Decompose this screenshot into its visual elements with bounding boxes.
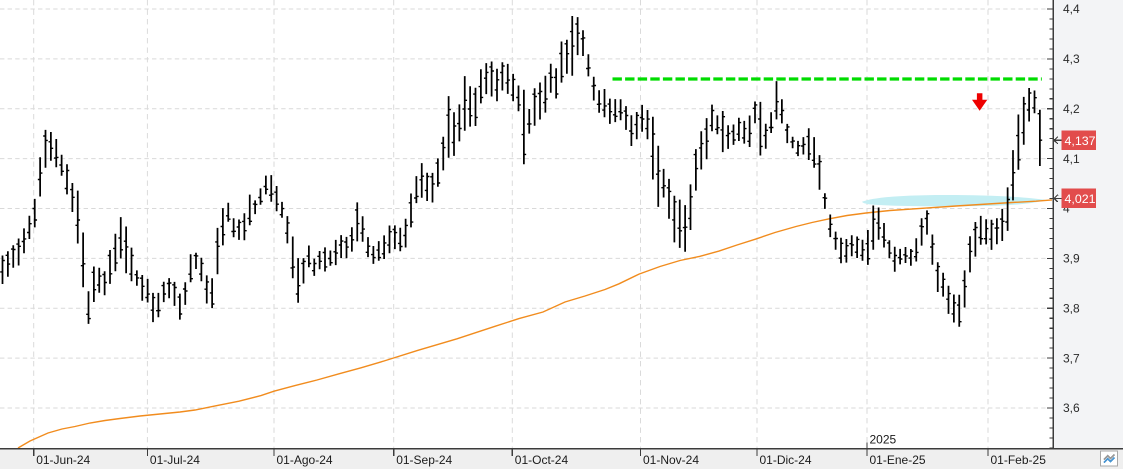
- svg-text:01-Dic-24: 01-Dic-24: [760, 453, 812, 467]
- svg-text:01-Sep-24: 01-Sep-24: [396, 453, 452, 467]
- svg-text:01-Nov-24: 01-Nov-24: [643, 453, 699, 467]
- svg-text:01-Ene-25: 01-Ene-25: [870, 453, 926, 467]
- svg-text:01-Ago-24: 01-Ago-24: [277, 453, 333, 467]
- svg-text:3,6: 3,6: [1063, 401, 1080, 415]
- svg-text:4,1: 4,1: [1063, 152, 1080, 166]
- svg-text:3,9: 3,9: [1063, 252, 1080, 266]
- svg-text:01-Jul-24: 01-Jul-24: [150, 453, 200, 467]
- svg-text:4,2: 4,2: [1063, 102, 1080, 116]
- svg-text:2025: 2025: [870, 433, 897, 447]
- svg-text:4,3: 4,3: [1063, 52, 1080, 66]
- svg-text:01-Feb-25: 01-Feb-25: [991, 453, 1047, 467]
- svg-text:4,4: 4,4: [1063, 2, 1080, 16]
- svg-text:01-Jun-24: 01-Jun-24: [36, 453, 90, 467]
- svg-text:3,7: 3,7: [1063, 351, 1080, 365]
- svg-text:4,021: 4,021: [1065, 192, 1096, 206]
- svg-text:4,137: 4,137: [1065, 134, 1096, 148]
- svg-text:01-Oct-24: 01-Oct-24: [515, 453, 569, 467]
- svg-text:3,8: 3,8: [1063, 302, 1080, 316]
